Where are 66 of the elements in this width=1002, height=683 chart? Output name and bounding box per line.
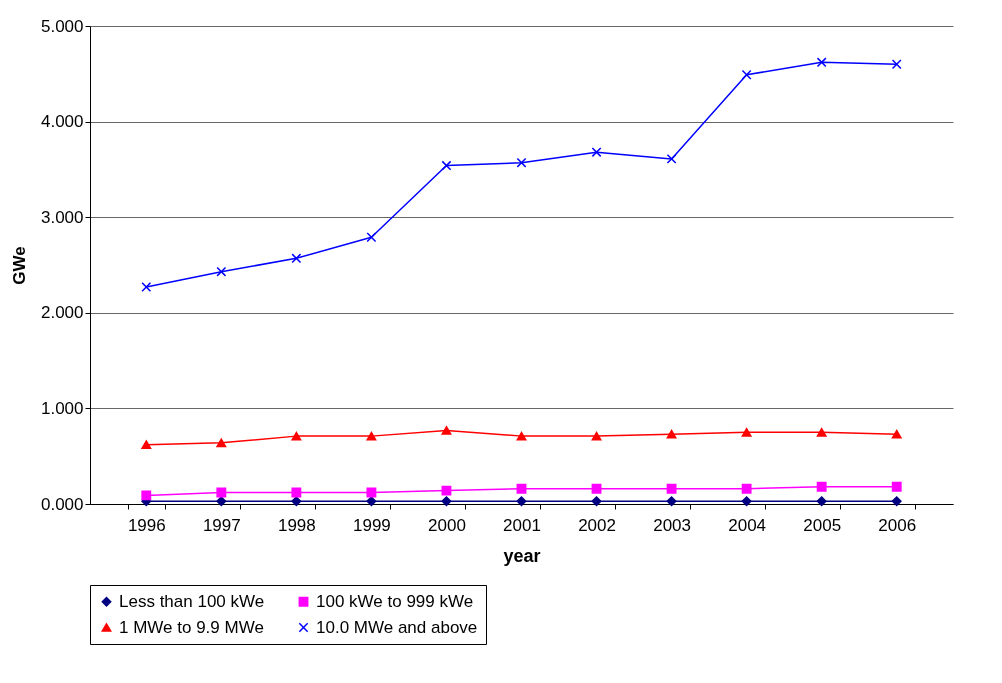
x-tick-label: 2005 (803, 515, 842, 535)
point (666, 496, 677, 507)
x-tick-label: 1998 (277, 515, 316, 535)
point (666, 483, 677, 494)
legend-label: Less than 100 kWe (119, 591, 265, 611)
point (816, 427, 827, 437)
point (741, 427, 752, 437)
point (591, 431, 602, 441)
point (891, 429, 902, 439)
y-tick-label: 0.000 (40, 494, 84, 514)
point (441, 496, 452, 507)
point (216, 266, 227, 277)
x-tick-label: 2001 (503, 515, 541, 535)
legend-label: 1 MWe to 9.9 MWe (119, 617, 264, 637)
point (366, 496, 377, 507)
y-axis-title: GWe (9, 246, 29, 285)
x-tick-label: 2003 (653, 515, 691, 535)
point (891, 59, 902, 70)
y-tick-label: 1.000 (40, 398, 84, 418)
point (666, 153, 677, 164)
point (366, 232, 377, 243)
x-tick-label: 1997 (202, 515, 241, 535)
point (516, 157, 527, 168)
point (516, 483, 527, 494)
point (816, 57, 827, 68)
point (816, 481, 827, 492)
x-tick-label: 2002 (578, 515, 616, 535)
x-axis-title: year (503, 545, 541, 566)
y-tick-label: 5.000 (40, 16, 84, 36)
point (141, 282, 152, 292)
point (591, 496, 602, 507)
x-tick-label: 1999 (353, 515, 391, 535)
point (141, 440, 152, 450)
legend-label: 100 kWe to 999 kWe (316, 591, 474, 611)
point (291, 496, 302, 507)
point (666, 429, 677, 439)
point (141, 490, 152, 501)
y-tick-label: 3.000 (40, 207, 84, 227)
y-tick-label: 4.000 (40, 112, 84, 132)
point (741, 496, 752, 507)
legend-label: 10.0 MWe and above (316, 617, 478, 637)
point (891, 481, 902, 492)
point (291, 487, 302, 498)
point (516, 431, 527, 441)
x-tick-label: 1996 (127, 515, 166, 535)
point (291, 431, 302, 441)
point (366, 431, 377, 441)
point (891, 496, 902, 507)
point (441, 485, 452, 496)
point (741, 483, 752, 494)
point (516, 496, 527, 507)
point (741, 69, 752, 80)
point (816, 496, 827, 507)
y-tick-label: 2.000 (40, 303, 84, 323)
x-tick-label: 2004 (728, 515, 767, 535)
point (591, 147, 602, 158)
point (441, 160, 452, 171)
point (591, 483, 602, 494)
point (216, 487, 227, 498)
point (441, 426, 452, 435)
point (366, 487, 377, 498)
point (216, 496, 227, 507)
x-tick-label: 2000 (428, 515, 466, 535)
point (216, 438, 227, 448)
point (291, 253, 302, 264)
x-tick-label: 2006 (878, 515, 917, 535)
